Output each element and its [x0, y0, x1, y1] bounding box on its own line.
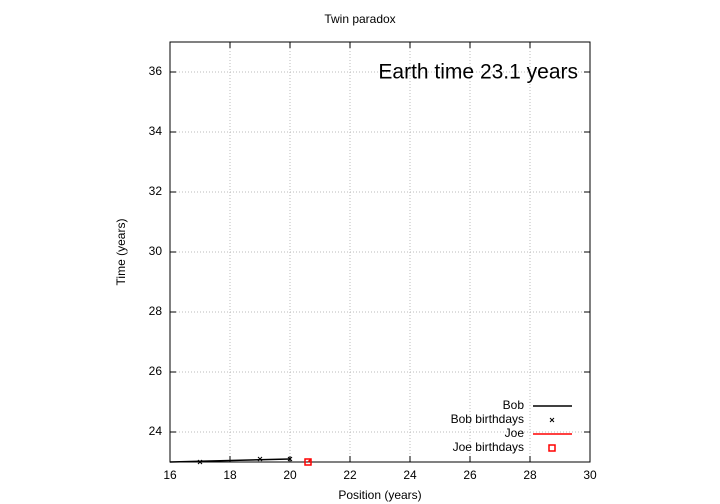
plot-frame — [169, 41, 591, 463]
x-tick-label: 24 — [403, 468, 417, 482]
y-tick-label: 24 — [149, 424, 163, 438]
series-line — [169, 458, 291, 463]
x-tick-label: 30 — [583, 468, 597, 482]
y-axis-label: Time (years) — [114, 219, 128, 286]
y-tick-label: 30 — [149, 244, 163, 258]
x-tick-label: 16 — [163, 468, 177, 482]
y-tick-label: 34 — [149, 124, 163, 138]
legend-label: Joe birthdays — [453, 440, 524, 454]
chart-title: Twin paradox — [324, 12, 395, 26]
marker — [257, 456, 263, 462]
legend-label: Bob — [503, 398, 525, 412]
marker — [197, 459, 203, 465]
marker — [287, 456, 293, 462]
legend-label: Joe — [505, 426, 525, 440]
y-tick-label: 36 — [149, 64, 163, 78]
x-tick-label: 18 — [223, 468, 237, 482]
y-tick-label: 26 — [149, 364, 163, 378]
x-tick-label: 28 — [523, 468, 537, 482]
annotation: Earth time 23.1 years — [378, 61, 578, 84]
marker — [548, 444, 556, 452]
marker — [304, 458, 312, 466]
y-tick-label: 32 — [149, 184, 163, 198]
y-tick-label: 28 — [149, 304, 163, 318]
x-axis-label: Position (years) — [338, 488, 421, 502]
marker — [549, 417, 555, 423]
x-tick-label: 22 — [343, 468, 357, 482]
legend-label: Bob birthdays — [451, 412, 524, 426]
x-tick-label: 26 — [463, 468, 477, 482]
x-tick-label: 20 — [283, 468, 297, 482]
